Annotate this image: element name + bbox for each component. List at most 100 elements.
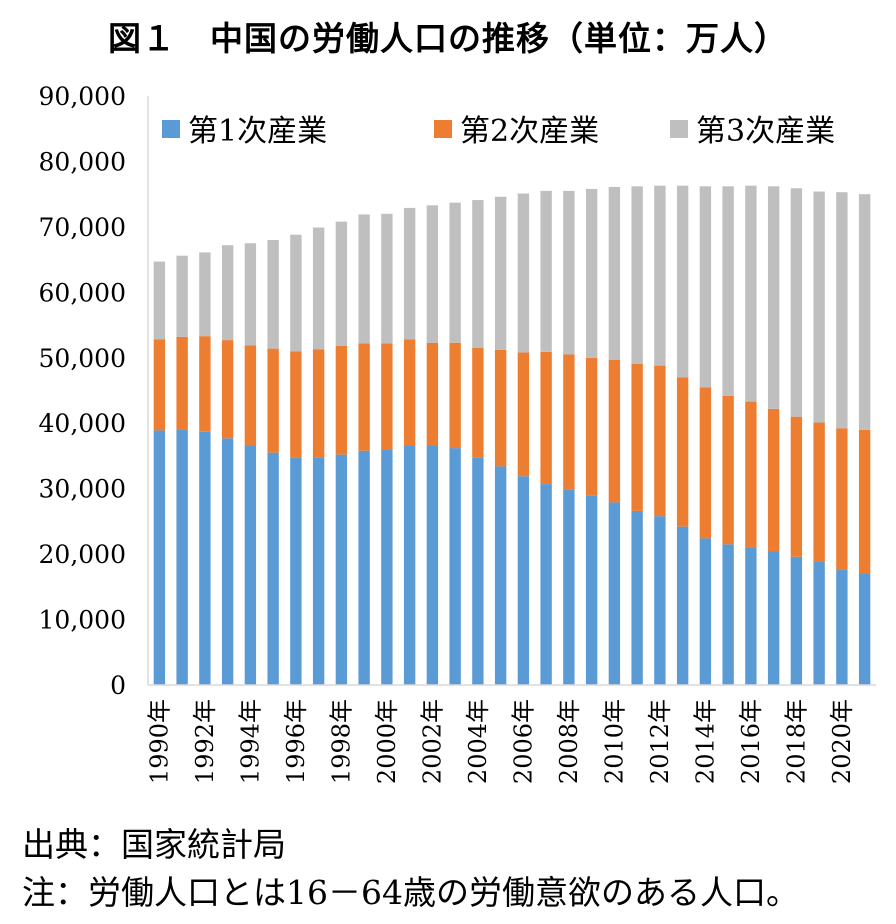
- bar-segment-3: [426, 205, 439, 343]
- bar-segment-1: [221, 438, 234, 685]
- bar-segment-3: [767, 186, 780, 409]
- legend-label: 第2次産業: [460, 114, 599, 149]
- y-tick-label: 50,000: [39, 344, 126, 373]
- bar-segment-2: [494, 349, 507, 467]
- legend-swatch: [434, 120, 452, 138]
- bar-segment-3: [563, 190, 575, 355]
- bar-segment-3: [790, 188, 803, 417]
- bar-segment-2: [790, 416, 803, 557]
- bar-segment-1: [858, 573, 871, 685]
- bar-segment-2: [199, 336, 211, 432]
- bar-segment-3: [836, 192, 848, 429]
- legend: 第1次産業 第2次産業 第3次産業: [162, 114, 835, 149]
- bar-segment-1: [267, 452, 279, 685]
- bar-segment-2: [358, 343, 370, 451]
- bar-segment-1: [335, 454, 348, 685]
- bar-segment-3: [335, 221, 348, 346]
- bar-segment-1: [722, 544, 734, 685]
- bar-segment-3: [676, 185, 689, 378]
- bar-segment-1: [494, 466, 507, 685]
- bar-segment-3: [199, 252, 211, 337]
- legend-label: 第3次産業: [696, 114, 835, 149]
- bar-segment-1: [244, 445, 257, 685]
- bar-segment-3: [176, 255, 188, 337]
- y-tick-label: 40,000: [39, 409, 126, 438]
- bar-segment-3: [540, 190, 552, 352]
- bar-segment-1: [585, 495, 598, 685]
- bar-segment-1: [358, 450, 370, 685]
- x-axis: 1990年 1992年 1994年 1996年 1998年 2000年 2002年 2004年…: [145, 684, 876, 784]
- bar-segment-1: [654, 516, 666, 685]
- y-tick-label: 10,000: [39, 606, 126, 635]
- x-tick-label: 2018年: [782, 699, 810, 784]
- bar-segment-2: [608, 359, 621, 503]
- bar-segment-1: [813, 561, 825, 685]
- bar-segment-2: [312, 349, 325, 458]
- bar-segment-2: [381, 343, 393, 450]
- bar-segment-2: [722, 395, 734, 545]
- x-tick-label: 2016年: [737, 699, 765, 784]
- bar-segment-3: [449, 202, 461, 343]
- bar-segment-3: [312, 227, 325, 350]
- bar-segment-3: [722, 186, 734, 396]
- bar-segment-1: [449, 448, 461, 685]
- x-tick-label: 1994年: [236, 699, 264, 784]
- bar-segment-1: [563, 489, 575, 685]
- x-tick-label: 1990年: [145, 699, 173, 784]
- bar-segment-2: [153, 339, 166, 431]
- bar-segment-1: [745, 547, 757, 685]
- x-tick-label: 1998年: [327, 699, 355, 784]
- bar-segment-2: [221, 340, 234, 439]
- bar-segment-3: [745, 185, 757, 402]
- bar-segment-2: [836, 428, 848, 570]
- bar-segment-3: [631, 186, 643, 364]
- bar-segment-3: [153, 261, 166, 340]
- bar-segment-3: [699, 186, 712, 388]
- bar-segment-3: [403, 207, 416, 340]
- footnote: 注：労働人口とは16－64歳の労働意欲のある人口。: [22, 873, 799, 912]
- bar-segment-2: [517, 352, 530, 477]
- bar-segment-3: [244, 243, 257, 346]
- x-tick-label: 2020年: [828, 699, 856, 784]
- bar-segment-2: [426, 342, 439, 446]
- bar-segment-1: [676, 526, 689, 685]
- bar-segment-2: [676, 377, 689, 527]
- bar-segment-3: [267, 239, 279, 349]
- bar-segment-3: [290, 234, 302, 352]
- y-tick-label: 0: [110, 671, 126, 700]
- legend-label: 第1次産業: [188, 114, 327, 149]
- chart-title: 図１ 中国の労働人口の推移（単位：万人）: [108, 19, 788, 58]
- bar-segment-2: [654, 365, 666, 517]
- x-tick-label: 2010年: [600, 699, 628, 784]
- bar-segment-3: [494, 196, 507, 350]
- x-tick-label: 2002年: [418, 699, 446, 784]
- bar-segment-3: [381, 213, 393, 344]
- bar-segment-3: [858, 194, 871, 430]
- bar-segment-1: [153, 430, 166, 685]
- y-tick-label: 30,000: [39, 475, 126, 504]
- bar-segment-1: [790, 556, 803, 685]
- stacked-bar-chart: 0 10,000 20,000 30,000 40,000 50,000 60,000 70,…: [39, 82, 876, 784]
- bars: [153, 185, 871, 685]
- y-tick-label: 70,000: [39, 213, 126, 242]
- bar-segment-2: [290, 351, 302, 458]
- bar-segment-2: [472, 347, 484, 458]
- bar-segment-1: [699, 538, 712, 685]
- bar-segment-2: [449, 342, 461, 449]
- bar-segment-1: [836, 569, 848, 685]
- x-tick-label: 2014年: [691, 699, 719, 784]
- x-tick-label: 2006年: [509, 699, 537, 784]
- bar-segment-1: [290, 457, 302, 685]
- x-tick-label: 2000年: [373, 699, 401, 784]
- x-tick-label: 2004年: [464, 699, 492, 784]
- x-tick-label: 2012年: [646, 699, 674, 784]
- source-note: 出典：国家統計局: [22, 825, 286, 864]
- bar-segment-1: [426, 445, 439, 685]
- bar-segment-2: [699, 387, 712, 539]
- x-tick-label: 1992年: [191, 699, 219, 784]
- bar-segment-2: [745, 401, 757, 548]
- x-tick-label: 1996年: [282, 699, 310, 784]
- bar-segment-1: [767, 551, 780, 685]
- bar-segment-2: [267, 348, 279, 453]
- bar-segment-3: [654, 185, 666, 366]
